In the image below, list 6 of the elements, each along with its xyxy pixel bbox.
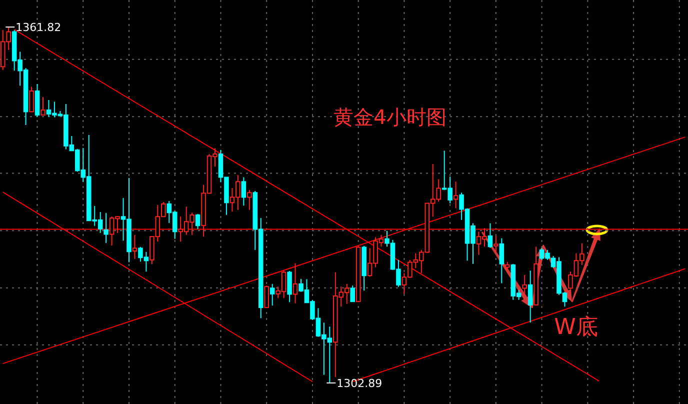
annotation: 1302.89 <box>326 376 382 390</box>
annotation: 1361.82 <box>16 21 62 34</box>
annotation: 1361.82 <box>5 21 62 34</box>
annotation: 1302.89 <box>336 376 382 390</box>
annotation: W底 <box>554 315 598 340</box>
title: 黄金4小时图 <box>334 105 446 129</box>
